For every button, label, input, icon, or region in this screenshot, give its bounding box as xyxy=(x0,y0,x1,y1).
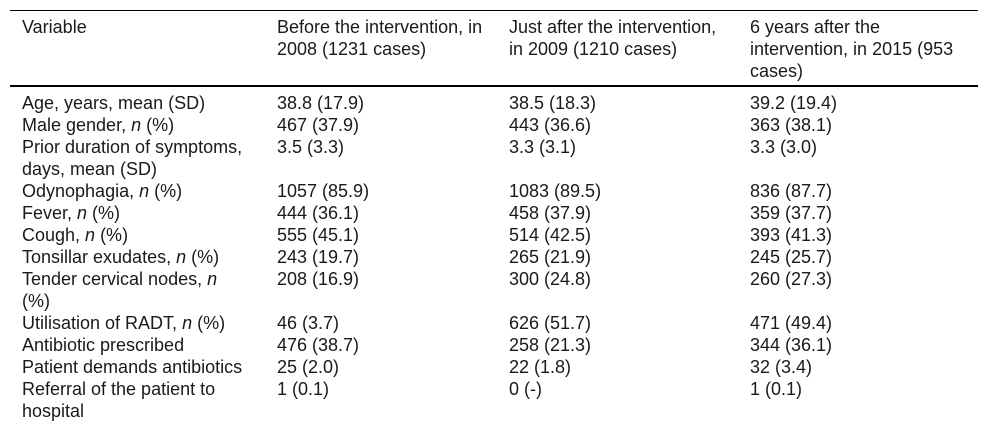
table-row: Tender cervical nodes, n (%) 208 (16.9) 30… xyxy=(10,268,978,312)
table-row: Fever, n (%) 444 (36.1) 458 (37.9) 359 (37.… xyxy=(10,202,978,224)
cell-value: 471 (49.4) xyxy=(750,313,833,333)
cell-value: 0 (-) xyxy=(509,379,542,399)
cell-value: 514 (42.5) xyxy=(509,225,592,245)
cell-value: 476 (38.7) xyxy=(277,335,360,355)
column-header-6-years-after-2015: 6 years after the intervention, in 2015 … xyxy=(738,10,978,87)
cell-value: 467 (37.9) xyxy=(277,115,360,135)
table-row: Utilisation of RADT, n (%) 46 (3.7) 626 (5… xyxy=(10,312,978,334)
cell-value: 344 (36.1) xyxy=(750,335,833,355)
cell-value: 1 (0.1) xyxy=(277,379,330,399)
table-row: Tonsillar exudates, n (%) 243 (19.7) 265 (… xyxy=(10,246,978,268)
row-label: Prior duration of symptoms, days, mean (… xyxy=(22,137,243,179)
cell-value: 1083 (89.5) xyxy=(509,181,602,201)
table-row: Odynophagia, n (%) 1057 (85.9) 1083 (89.5)… xyxy=(10,180,978,202)
cell-value: 444 (36.1) xyxy=(277,203,360,223)
cell-value: 626 (51.7) xyxy=(509,313,592,333)
row-label: Patient demands antibiotics xyxy=(22,357,243,377)
row-label: Tender cervical nodes, n (%) xyxy=(22,269,218,311)
cell-value: 443 (36.6) xyxy=(509,115,592,135)
cell-value: 39.2 (19.4) xyxy=(750,93,838,113)
cell-value: 458 (37.9) xyxy=(509,203,592,223)
row-label: Male gender, n (%) xyxy=(22,115,175,135)
table-row: Age, years, mean (SD) 38.8 (17.9) 38.5 (18… xyxy=(10,86,978,114)
cell-value: 260 (27.3) xyxy=(750,269,833,289)
row-label: Referral of the patient to hospital xyxy=(22,379,216,421)
cell-value: 3.5 (3.3) xyxy=(277,137,345,157)
row-label: Antibiotic prescribed xyxy=(22,335,185,355)
cell-value: 265 (21.9) xyxy=(509,247,592,267)
table-row: Prior duration of symptoms, days, mean (… xyxy=(10,136,978,180)
row-label: Fever, n (%) xyxy=(22,203,121,223)
cell-value: 3.3 (3.0) xyxy=(750,137,818,157)
cell-value: 245 (25.7) xyxy=(750,247,833,267)
cell-value: 393 (41.3) xyxy=(750,225,833,245)
header-row: Variable Before the intervention, in 200… xyxy=(10,10,978,87)
row-label: Tonsillar exudates, n (%) xyxy=(22,247,220,267)
table-row: Referral of the patient to hospital 1 (0.… xyxy=(10,378,978,422)
row-label: Utilisation of RADT, n (%) xyxy=(22,313,226,333)
cell-value: 38.5 (18.3) xyxy=(509,93,597,113)
cell-value: 555 (45.1) xyxy=(277,225,360,245)
row-label: Odynophagia, n (%) xyxy=(22,181,183,201)
table-row: Male gender, n (%) 467 (37.9) 443 (36.6) 36… xyxy=(10,114,978,136)
cell-value: 22 (1.8) xyxy=(509,357,572,377)
cell-value: 38.8 (17.9) xyxy=(277,93,365,113)
cell-value: 25 (2.0) xyxy=(277,357,340,377)
row-label: Cough, n (%) xyxy=(22,225,129,245)
cell-value: 363 (38.1) xyxy=(750,115,833,135)
cell-value: 300 (24.8) xyxy=(509,269,592,289)
column-header-just-after-2009: Just after the intervention, in 2009 (12… xyxy=(497,10,738,87)
row-label: Age, years, mean (SD) xyxy=(22,93,206,113)
cell-value: 208 (16.9) xyxy=(277,269,360,289)
summary-table: Variable Before the intervention, in 200… xyxy=(10,10,978,422)
cell-value: 3.3 (3.1) xyxy=(509,137,577,157)
cell-value: 243 (19.7) xyxy=(277,247,360,267)
table-body: Age, years, mean (SD) 38.8 (17.9) 38.5 (18… xyxy=(10,86,978,422)
table-header: Variable Before the intervention, in 200… xyxy=(10,10,978,87)
cell-value: 32 (3.4) xyxy=(750,357,813,377)
column-header-variable: Variable xyxy=(10,10,265,87)
cell-value: 258 (21.3) xyxy=(509,335,592,355)
cell-value: 1 (0.1) xyxy=(750,379,803,399)
table-row: Antibiotic prescribed 476 (38.7) 258 (21.3… xyxy=(10,334,978,356)
cell-value: 1057 (85.9) xyxy=(277,181,370,201)
table-row: Patient demands antibiotics 25 (2.0) 22 (1… xyxy=(10,356,978,378)
table-row: Cough, n (%) 555 (45.1) 514 (42.5) 393 (41.… xyxy=(10,224,978,246)
cell-value: 836 (87.7) xyxy=(750,181,833,201)
cell-value: 359 (37.7) xyxy=(750,203,833,223)
column-header-before-2008: Before the intervention, in 2008 (1231 c… xyxy=(265,10,497,87)
cell-value: 46 (3.7) xyxy=(277,313,340,333)
